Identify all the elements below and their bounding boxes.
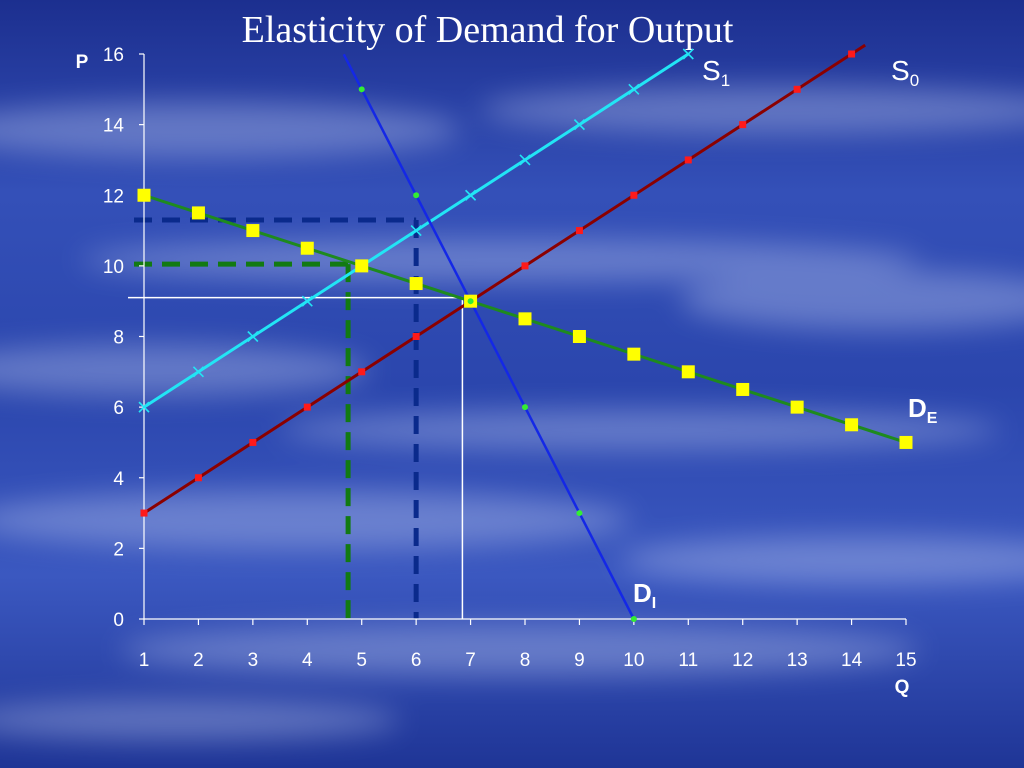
y-tick-label: 16	[103, 45, 124, 66]
data-point-s0	[575, 227, 583, 235]
marker-stroke	[573, 119, 585, 131]
data-point-s0	[521, 262, 529, 270]
data-point-s0	[684, 156, 692, 164]
x-tick-label: 10	[623, 650, 644, 671]
data-point-s0	[303, 403, 311, 411]
data-point-s0	[358, 368, 366, 376]
data-point-de	[899, 435, 913, 449]
data-point-s1	[628, 83, 640, 95]
y-tick-label: 10	[103, 257, 124, 278]
data-point-di	[467, 298, 474, 305]
chart-title: Elasticity of Demand for Output	[241, 9, 734, 51]
data-point-de	[790, 400, 804, 414]
x-tick-label: 4	[302, 650, 313, 671]
data-point-di	[630, 616, 637, 622]
x-tick-label: 14	[841, 650, 863, 671]
series-line-di	[342, 53, 635, 620]
series	[137, 43, 913, 622]
data-point-di	[358, 86, 365, 93]
x-tick-label: 7	[465, 650, 476, 671]
x-tick-label: 2	[193, 650, 204, 671]
data-point-de	[681, 365, 695, 379]
y-tick-label: 4	[113, 469, 124, 490]
data-point-de	[736, 382, 750, 396]
data-point-di	[522, 404, 528, 411]
data-point-di	[576, 510, 583, 517]
marker-stroke	[465, 189, 477, 201]
data-point-s0	[739, 121, 747, 129]
data-point-de	[355, 259, 369, 273]
data-point-s0	[793, 85, 801, 93]
data-point-de	[409, 277, 423, 291]
y-tick-label: 8	[113, 328, 124, 349]
data-point-s0	[630, 191, 638, 199]
series-label-s0: S0	[891, 55, 919, 90]
data-point-s1	[192, 366, 204, 378]
data-point-s1	[301, 295, 313, 307]
marker-stroke	[138, 401, 150, 413]
x-tick-label: 15	[895, 650, 916, 671]
data-point-de	[300, 241, 314, 255]
marker-stroke	[192, 366, 204, 378]
data-point-s1	[682, 48, 694, 60]
y-tick-label: 6	[113, 398, 124, 419]
marker-stroke	[410, 224, 422, 237]
data-point-s0	[249, 438, 257, 446]
series-label-di: DI	[633, 578, 656, 612]
data-point-de	[137, 188, 151, 202]
data-point-s0	[848, 50, 856, 58]
marker-stroke	[247, 330, 259, 343]
y-tick-label: 0	[113, 610, 124, 631]
marker-stroke	[301, 295, 313, 307]
x-tick-label: 3	[248, 650, 259, 671]
y-tick-label: 2	[113, 539, 124, 560]
x-tick-label: 6	[411, 650, 422, 671]
data-point-s0	[194, 474, 202, 482]
y-axis-label: P	[76, 52, 89, 73]
marker-stroke	[682, 48, 694, 60]
data-point-s1	[410, 224, 422, 237]
x-tick-label: 8	[520, 650, 531, 671]
x-tick-label: 1	[139, 650, 150, 671]
data-point-s1	[138, 401, 150, 413]
data-point-de	[845, 418, 859, 432]
data-point-s0	[140, 509, 148, 517]
data-point-de	[191, 206, 205, 220]
x-tick-label: 12	[732, 650, 753, 671]
data-point-di	[413, 192, 420, 199]
data-point-de	[572, 330, 586, 343]
data-point-s0	[412, 333, 420, 340]
data-point-s1	[247, 330, 259, 343]
x-tick-label: 13	[787, 650, 808, 671]
data-point-de	[518, 312, 532, 326]
x-tick-label: 11	[678, 650, 698, 671]
x-tick-label: 9	[574, 650, 585, 671]
x-axis-label: Q	[895, 677, 910, 698]
x-tick-label: 5	[356, 650, 367, 671]
data-point-s1	[465, 189, 477, 201]
y-tick-label: 12	[103, 186, 124, 207]
marker-stroke	[519, 154, 531, 166]
series-label-de: DE	[908, 393, 938, 427]
data-point-s1	[573, 119, 585, 131]
data-point-de	[627, 347, 641, 361]
data-point-s1	[519, 154, 531, 166]
data-point-de	[246, 224, 260, 238]
marker-stroke	[628, 83, 640, 95]
series-labels: S0 S1 DE DI	[633, 55, 938, 612]
y-tick-label: 14	[103, 116, 125, 137]
series-label-s1: S1	[702, 55, 730, 90]
